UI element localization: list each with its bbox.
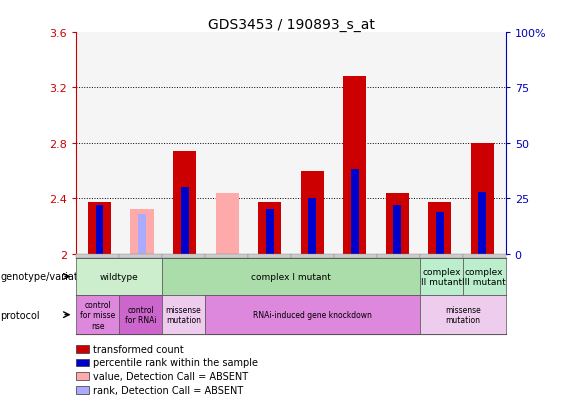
Text: complex
II mutant: complex II mutant xyxy=(421,267,462,286)
Text: percentile rank within the sample: percentile rank within the sample xyxy=(93,358,258,368)
Bar xyxy=(301,171,324,254)
Text: protocol: protocol xyxy=(1,310,40,320)
Bar xyxy=(351,170,359,254)
Bar xyxy=(479,192,486,254)
Text: complex I mutant: complex I mutant xyxy=(251,272,331,281)
Bar xyxy=(96,205,103,254)
Bar xyxy=(181,188,189,254)
Bar xyxy=(428,203,451,254)
Bar xyxy=(258,203,281,254)
Text: control
for RNAi: control for RNAi xyxy=(125,305,157,325)
Text: control
for misse
nse: control for misse nse xyxy=(80,300,115,330)
Bar xyxy=(131,210,154,254)
Bar xyxy=(88,203,111,254)
Text: genotype/variation: genotype/variation xyxy=(1,272,93,282)
Bar xyxy=(173,152,197,254)
Title: GDS3453 / 190893_s_at: GDS3453 / 190893_s_at xyxy=(207,18,375,32)
Bar xyxy=(266,210,273,254)
Bar xyxy=(138,214,146,254)
Text: RNAi-induced gene knockdown: RNAi-induced gene knockdown xyxy=(253,311,372,319)
Bar xyxy=(385,193,409,254)
Text: transformed count: transformed count xyxy=(93,344,184,354)
Bar xyxy=(215,193,239,254)
Bar xyxy=(343,77,367,254)
Bar xyxy=(436,212,444,254)
Text: missense
mutation: missense mutation xyxy=(166,305,202,325)
Text: value, Detection Call = ABSENT: value, Detection Call = ABSENT xyxy=(93,371,249,381)
Text: missense
mutation: missense mutation xyxy=(445,305,481,325)
Bar xyxy=(308,199,316,254)
Bar xyxy=(393,205,401,254)
Text: wildtype: wildtype xyxy=(100,272,138,281)
Text: complex
III mutant: complex III mutant xyxy=(462,267,506,286)
Text: rank, Detection Call = ABSENT: rank, Detection Call = ABSENT xyxy=(93,385,244,395)
Bar xyxy=(471,144,494,254)
